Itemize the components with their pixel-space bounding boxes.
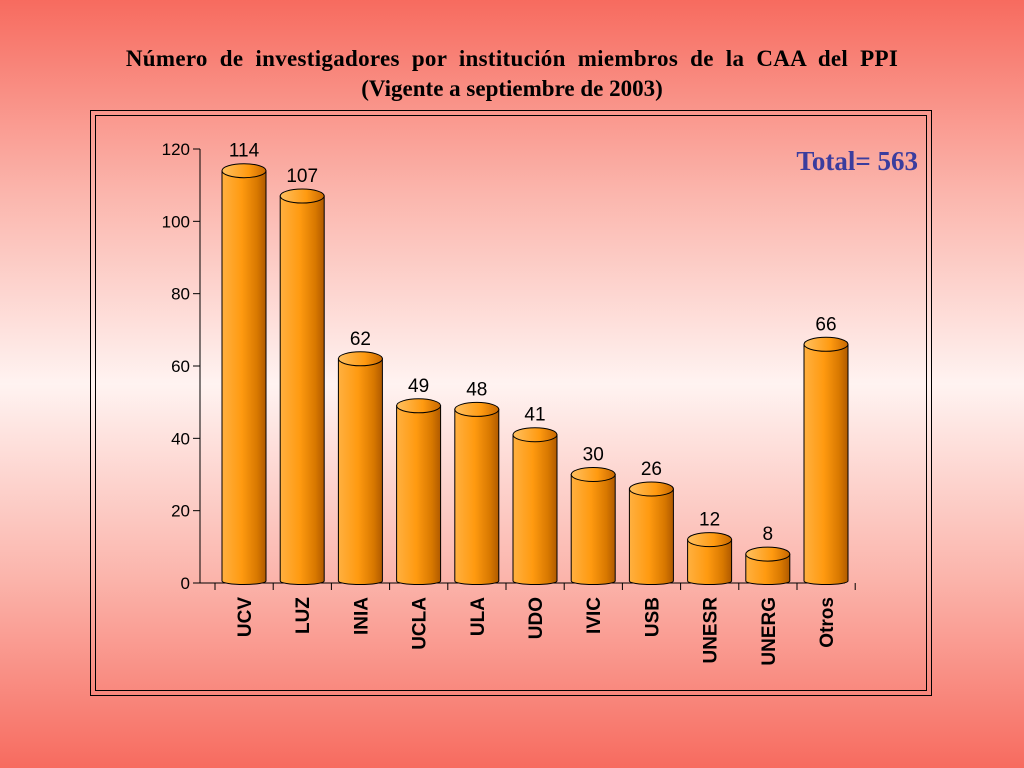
data-label: 12 xyxy=(699,510,720,531)
y-tick-label: 20 xyxy=(171,502,190,521)
x-tick-label: UNESR xyxy=(701,597,722,664)
data-label: 49 xyxy=(408,376,429,397)
data-label: 41 xyxy=(524,405,545,426)
bar-ivic xyxy=(570,474,616,585)
bar-ula xyxy=(454,408,500,585)
data-label: 114 xyxy=(229,141,260,162)
x-tick-label: LUZ xyxy=(293,597,314,634)
bar-inia xyxy=(337,358,383,585)
title-line-1: Número de investigadores por institución… xyxy=(125,46,899,71)
bar-top xyxy=(803,336,849,352)
y-tick-label: 0 xyxy=(181,574,190,593)
chart-title: Número de investigadores por institución… xyxy=(40,44,984,104)
total-annotation: Total= 563 xyxy=(796,146,918,176)
x-tick-label: Otros xyxy=(817,597,838,648)
data-label: 30 xyxy=(583,445,604,466)
bar-unerg xyxy=(745,553,791,585)
bar-otros xyxy=(803,343,849,585)
chart-frame-inner xyxy=(95,115,927,691)
x-tick-label: INIA xyxy=(351,597,372,635)
bar-top xyxy=(570,467,616,482)
bar-top xyxy=(745,546,791,562)
bar-top xyxy=(279,188,325,204)
bar-top xyxy=(512,427,558,443)
bar-top xyxy=(687,532,733,548)
chart-frame-outer xyxy=(90,110,932,696)
title-line-2: (Vigente a septiembre de 2003) xyxy=(361,76,663,101)
bar-udo xyxy=(512,434,558,585)
data-label: 62 xyxy=(350,329,371,350)
y-tick-label: 40 xyxy=(171,429,190,448)
x-tick-label: UNERG xyxy=(759,597,780,666)
data-label: 26 xyxy=(641,459,662,480)
x-tick-label: UCV xyxy=(235,597,256,637)
data-label: 107 xyxy=(286,166,318,187)
y-tick-label: 80 xyxy=(171,285,190,304)
bar-ucv xyxy=(221,170,267,585)
data-label: 48 xyxy=(466,379,487,400)
bar-ucla xyxy=(396,405,442,585)
y-tick-label: 100 xyxy=(162,212,190,231)
x-tick-label: ULA xyxy=(468,597,489,636)
y-tick-label: 60 xyxy=(171,357,190,376)
data-label: 8 xyxy=(763,524,774,545)
bar-top xyxy=(337,351,383,367)
bar-unesr xyxy=(687,539,733,585)
bar-top xyxy=(628,481,674,497)
x-tick-label: UCLA xyxy=(410,597,431,650)
bar-top xyxy=(454,401,500,417)
y-tick-label: 120 xyxy=(162,140,190,159)
bar-usb xyxy=(628,488,674,585)
bar-top xyxy=(396,398,442,414)
x-tick-label: UDO xyxy=(526,597,547,639)
bar-top xyxy=(221,163,267,179)
x-tick-label: USB xyxy=(642,597,663,637)
x-tick-label: IVIC xyxy=(584,597,605,634)
bar-luz xyxy=(279,195,325,585)
data-label: 66 xyxy=(815,314,836,335)
